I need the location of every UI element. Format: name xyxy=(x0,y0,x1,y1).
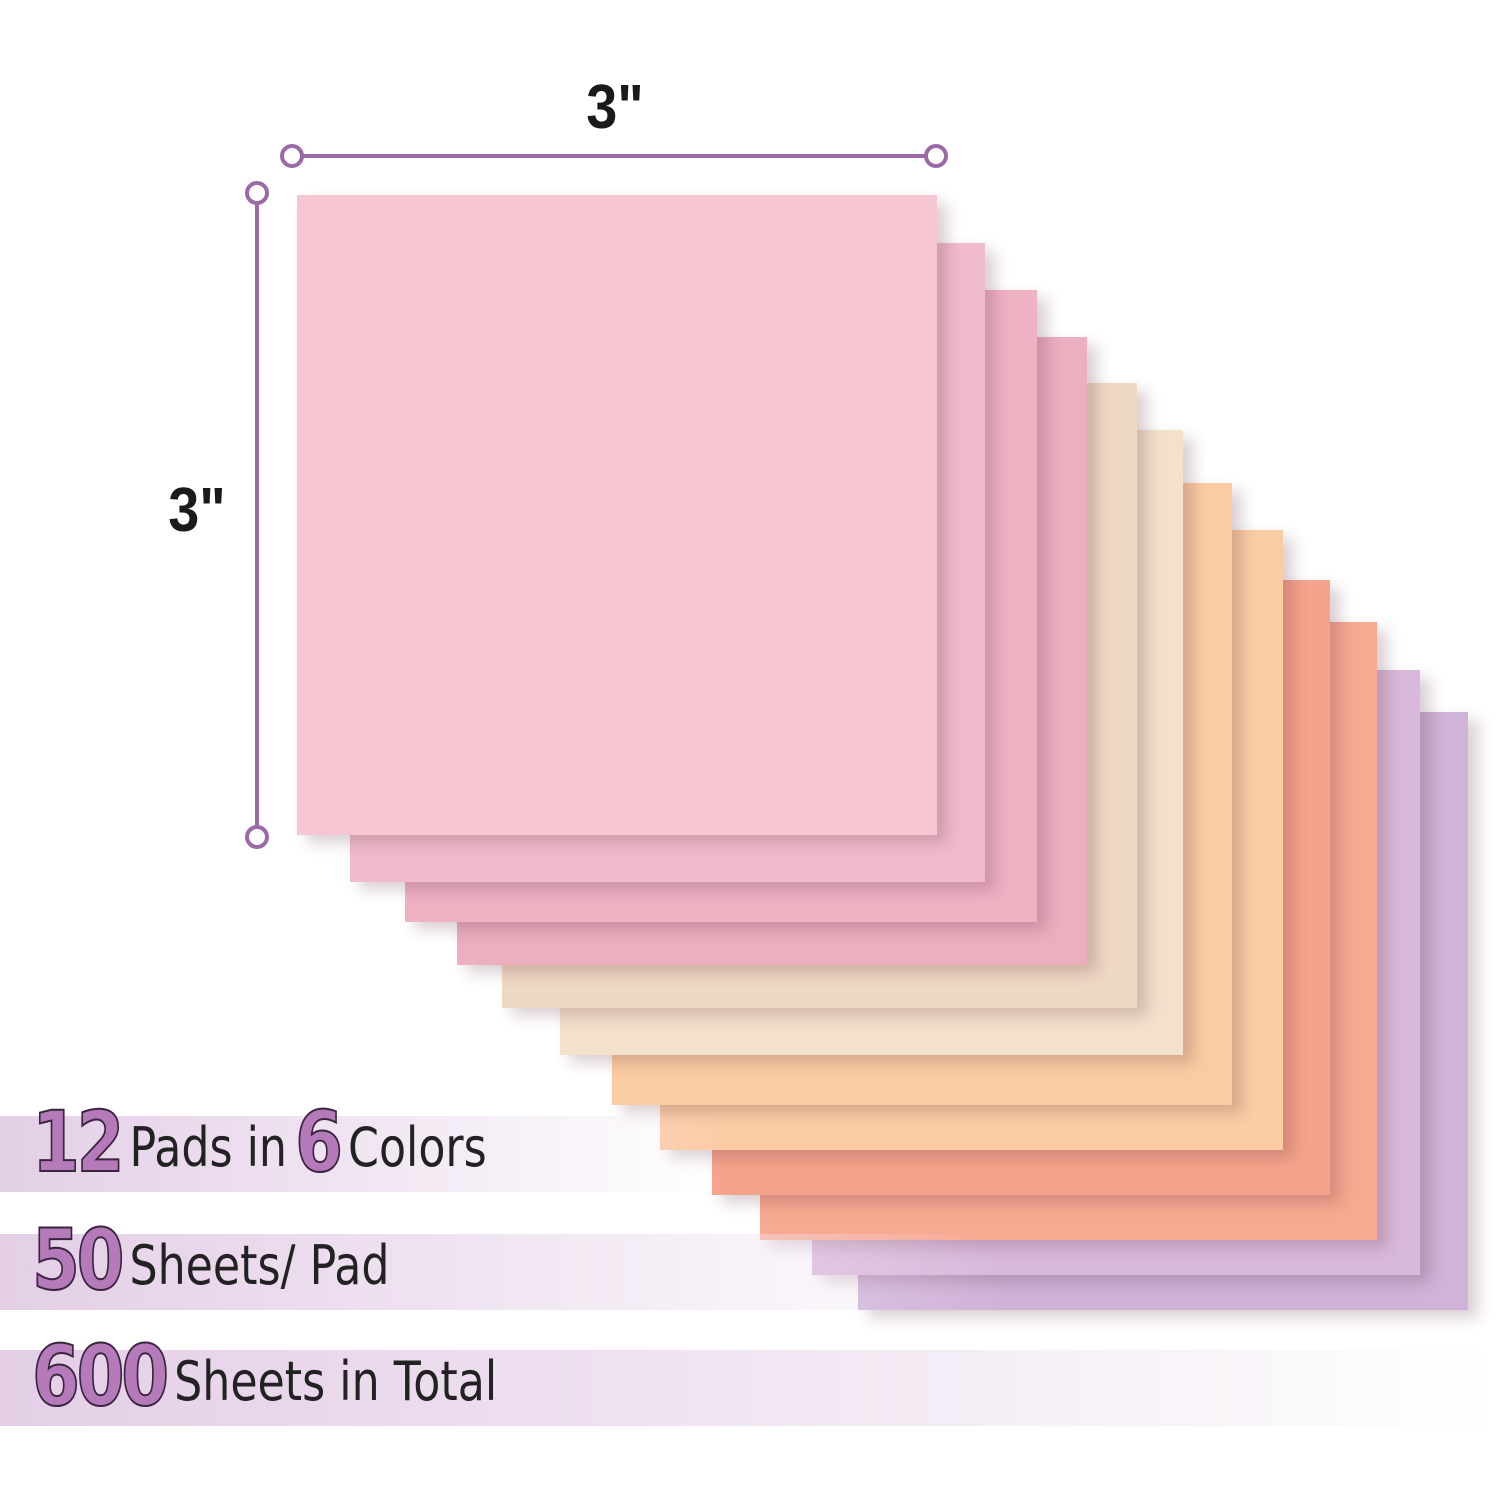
stat-band-3 xyxy=(0,1350,1500,1426)
stat-number: 600 xyxy=(31,1327,170,1425)
stat-band-2 xyxy=(0,1234,1000,1310)
stat-total-sheets: 600 Sheets in Total xyxy=(31,1327,505,1425)
height-dimension-line xyxy=(245,181,269,849)
stat-number: 50 xyxy=(31,1211,125,1309)
stat-text: Sheets/ Pad xyxy=(129,1234,390,1297)
stat-number: 12 xyxy=(31,1093,125,1191)
stat-text: Sheets in Total xyxy=(174,1350,498,1413)
stat-sheets-per-pad: 50 Sheets/ Pad xyxy=(31,1211,398,1309)
stat-pads-colors: 12 Pads in 6 Colors xyxy=(31,1093,495,1191)
sticky-note-pad xyxy=(297,195,937,835)
stat-text: Colors xyxy=(348,1116,487,1179)
width-dimension-line xyxy=(280,144,948,168)
stat-number: 6 xyxy=(294,1093,344,1191)
stat-text: Pads in xyxy=(129,1116,287,1179)
width-label: 3" xyxy=(586,73,644,142)
stat-band-1 xyxy=(0,1116,720,1192)
height-label: 3" xyxy=(168,476,226,545)
